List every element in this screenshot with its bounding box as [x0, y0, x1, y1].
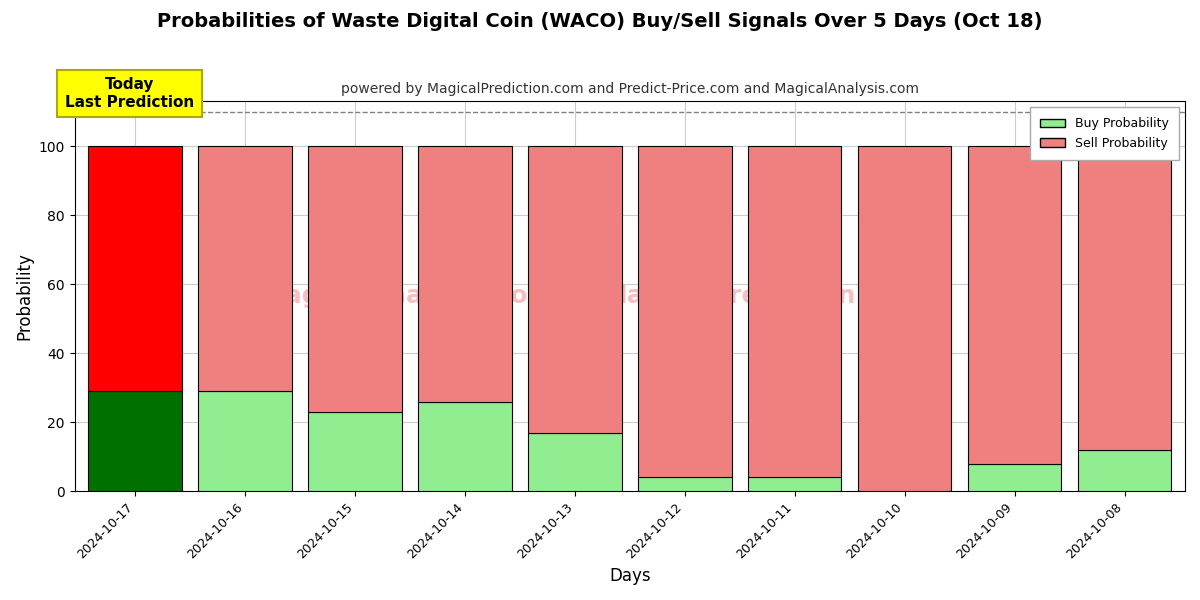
Bar — [308, 412, 402, 491]
Bar — [419, 401, 511, 491]
Bar — [968, 464, 1061, 491]
Bar — [748, 478, 841, 491]
Text: MagicalPrediction.com: MagicalPrediction.com — [602, 284, 924, 308]
Bar — [308, 146, 402, 412]
Text: Probabilities of Waste Digital Coin (WACO) Buy/Sell Signals Over 5 Days (Oct 18): Probabilities of Waste Digital Coin (WAC… — [157, 12, 1043, 31]
Bar — [198, 146, 292, 391]
Bar — [748, 146, 841, 478]
Bar — [89, 146, 182, 391]
Bar — [89, 391, 182, 491]
Bar — [638, 146, 732, 478]
Text: MagicalAnalysis.com: MagicalAnalysis.com — [260, 284, 554, 308]
Text: Today
Last Prediction: Today Last Prediction — [65, 77, 194, 110]
Title: powered by MagicalPrediction.com and Predict-Price.com and MagicalAnalysis.com: powered by MagicalPrediction.com and Pre… — [341, 82, 919, 96]
Bar — [419, 146, 511, 401]
Legend: Buy Probability, Sell Probability: Buy Probability, Sell Probability — [1030, 107, 1178, 160]
Bar — [198, 391, 292, 491]
Bar — [528, 146, 622, 433]
Bar — [638, 478, 732, 491]
Bar — [1078, 450, 1171, 491]
Bar — [1078, 146, 1171, 450]
Y-axis label: Probability: Probability — [16, 252, 34, 340]
X-axis label: Days: Days — [610, 567, 650, 585]
Bar — [858, 146, 952, 491]
Bar — [528, 433, 622, 491]
Bar — [968, 146, 1061, 464]
